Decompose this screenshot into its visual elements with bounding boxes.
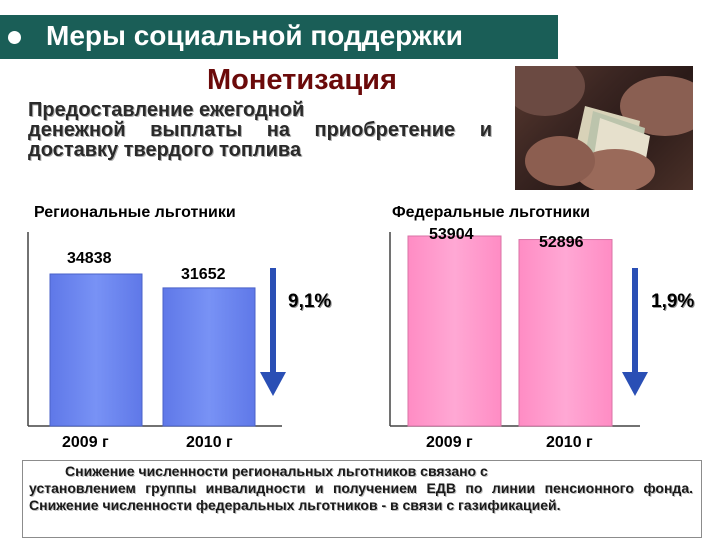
regional-value-2010: 31652 <box>181 266 226 283</box>
regional-year-2009: 2009 г <box>62 434 109 451</box>
federal-change-percent: 1,9% <box>651 291 695 312</box>
hand-shape <box>575 149 655 190</box>
federal-value-2009: 53904 <box>429 226 474 243</box>
description-line-1: Предоставление ежегодной <box>28 99 305 121</box>
federal-bar-2009 <box>407 235 502 427</box>
regional-year-2010: 2010 г <box>186 434 233 451</box>
federal-year-2010: 2010 г <box>546 434 593 451</box>
federal-year-2009: 2009 г <box>426 434 473 451</box>
description: Предоставление ежегодной денежной выплат… <box>28 100 492 160</box>
federal-bar-2010 <box>518 239 613 427</box>
hand-shape <box>525 136 595 186</box>
federal-title: Федеральные льготники <box>392 204 590 221</box>
bullet-icon <box>8 31 21 44</box>
regional-value-2009: 34838 <box>67 250 112 267</box>
note-rest: установлением группы инвалидности и полу… <box>29 480 693 513</box>
description-rest: денежной выплаты на приобретение и доста… <box>28 119 492 161</box>
explanation-note: Снижение численности региональных льготн… <box>22 460 702 538</box>
regional-down-arrow-icon <box>260 268 286 396</box>
money-in-hands-photo <box>515 66 693 190</box>
federal-down-arrow-icon <box>622 268 648 396</box>
subtitle: Монетизация <box>207 64 397 96</box>
regional-bar-2009 <box>49 273 143 427</box>
page-title: Меры социальной поддержки <box>46 20 463 51</box>
regional-title: Региональные льготники <box>34 204 236 221</box>
header-bar: Меры социальной поддержки <box>0 15 558 59</box>
hand-shape <box>515 66 585 116</box>
note-line-1: Снижение численности региональных льготн… <box>65 463 488 479</box>
money-photo-illustration <box>515 66 693 190</box>
federal-value-2010: 52896 <box>539 234 584 251</box>
regional-change-percent: 9,1% <box>288 291 332 312</box>
regional-bar-2010 <box>162 287 256 427</box>
